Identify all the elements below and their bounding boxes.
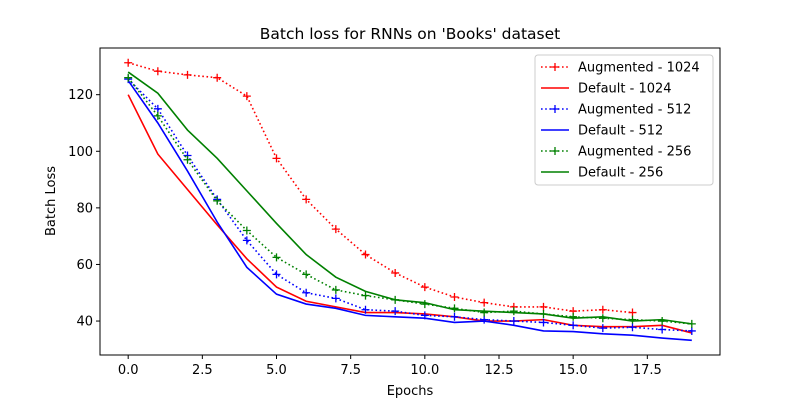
- plot-area: [99, 47, 721, 356]
- series-line: [127, 78, 692, 332]
- legend-label: Default - 512: [578, 124, 663, 139]
- data-point-marker: [331, 294, 340, 303]
- data-point-marker: [331, 285, 340, 294]
- series-default-256: [127, 71, 692, 325]
- y-tick-label: 120: [68, 88, 93, 103]
- data-point-marker: [183, 155, 192, 164]
- series-line: [127, 71, 692, 325]
- legend-label: Augmented - 256: [578, 145, 691, 160]
- data-point-marker: [509, 307, 518, 316]
- legend-item: Augmented - 512: [541, 103, 691, 118]
- series-layer: [124, 58, 696, 342]
- legend-item: Default - 512: [541, 124, 663, 139]
- data-point-marker: [153, 111, 162, 120]
- data-point-marker: [539, 318, 548, 327]
- series-line: [127, 80, 692, 342]
- x-axis-label: Epochs: [387, 384, 434, 399]
- data-point-marker: [628, 315, 637, 324]
- legend-label: Augmented - 1024: [578, 61, 700, 76]
- y-tick-label: 100: [68, 145, 93, 160]
- y-tick-label: 60: [76, 258, 93, 273]
- data-point-marker: [687, 326, 696, 335]
- legend-item: Augmented - 256: [541, 145, 691, 160]
- data-point-marker: [124, 73, 133, 82]
- data-point-marker: [391, 268, 400, 277]
- data-point-marker: [598, 305, 607, 314]
- data-point-marker: [361, 305, 370, 314]
- data-point-marker: [242, 226, 251, 235]
- data-point-marker: [569, 321, 578, 330]
- y-axis: 40 60 80 100 120: [68, 88, 100, 330]
- data-point-marker: [183, 70, 192, 79]
- series-default-512: [127, 80, 692, 342]
- x-tick-label: 17.5: [633, 363, 662, 378]
- legend-item: Default - 1024: [541, 82, 672, 97]
- data-point-marker: [213, 196, 222, 205]
- data-point-marker: [598, 314, 607, 323]
- x-tick-label: 2.5: [192, 363, 213, 378]
- data-point-marker: [272, 270, 281, 279]
- legend-item: Default - 256: [541, 166, 663, 181]
- x-tick-label: 5.0: [266, 363, 287, 378]
- data-point-marker: [598, 324, 607, 333]
- data-point-marker: [450, 292, 459, 301]
- legend-label: Default - 256: [578, 166, 663, 181]
- data-point-marker: [153, 67, 162, 76]
- data-point-marker: [213, 73, 222, 82]
- x-tick-label: 0.0: [118, 363, 139, 378]
- series-line: [127, 61, 633, 314]
- legend: Augmented - 1024 Default - 1024 Augmented …: [534, 54, 714, 186]
- y-tick-label: 80: [76, 201, 93, 216]
- data-point-marker: [480, 308, 489, 317]
- legend-marker: [551, 147, 559, 155]
- legend-label: Augmented - 512: [578, 103, 691, 118]
- data-point-marker: [509, 317, 518, 326]
- data-point-marker: [361, 250, 370, 259]
- data-point-marker: [124, 58, 133, 67]
- x-axis: 0.0 2.5 5.0 7.5 10.0 12.5 15.0 17.5: [118, 355, 662, 378]
- legend-marker: [551, 63, 559, 71]
- series-augmented-1024: [124, 58, 637, 317]
- data-point-marker: [480, 315, 489, 324]
- data-point-marker: [242, 236, 251, 245]
- data-point-marker: [391, 307, 400, 316]
- data-point-marker: [302, 288, 311, 297]
- data-point-marker: [361, 291, 370, 300]
- data-point-marker: [420, 283, 429, 292]
- data-point-marker: [628, 308, 637, 317]
- data-point-marker: [450, 312, 459, 321]
- data-point-marker: [272, 154, 281, 163]
- legend-marker: [551, 105, 559, 113]
- x-tick-label: 7.5: [340, 363, 361, 378]
- x-tick-label: 10.0: [410, 363, 439, 378]
- data-point-marker: [658, 317, 667, 326]
- data-point-marker: [302, 195, 311, 204]
- data-point-marker: [480, 298, 489, 307]
- data-point-marker: [628, 323, 637, 332]
- data-point-marker: [242, 92, 251, 101]
- x-tick-label: 12.5: [485, 363, 514, 378]
- data-point-marker: [272, 253, 281, 262]
- legend-item: Augmented - 1024: [541, 61, 700, 76]
- legend-label: Default - 1024: [578, 82, 672, 97]
- series-augmented-256: [124, 73, 696, 328]
- data-point-marker: [331, 225, 340, 234]
- data-point-marker: [153, 104, 162, 113]
- data-point-marker: [302, 270, 311, 279]
- y-tick-label: 40: [76, 315, 93, 330]
- data-point-marker: [569, 312, 578, 321]
- axes-frame: [99, 47, 721, 356]
- data-point-marker: [539, 302, 548, 311]
- data-point-marker: [658, 325, 667, 334]
- legend-box: [534, 54, 714, 186]
- y-axis-label: Batch Loss: [44, 166, 59, 236]
- x-tick-label: 15.0: [559, 363, 588, 378]
- chart-title: Batch loss for RNNs on 'Books' dataset: [260, 25, 561, 43]
